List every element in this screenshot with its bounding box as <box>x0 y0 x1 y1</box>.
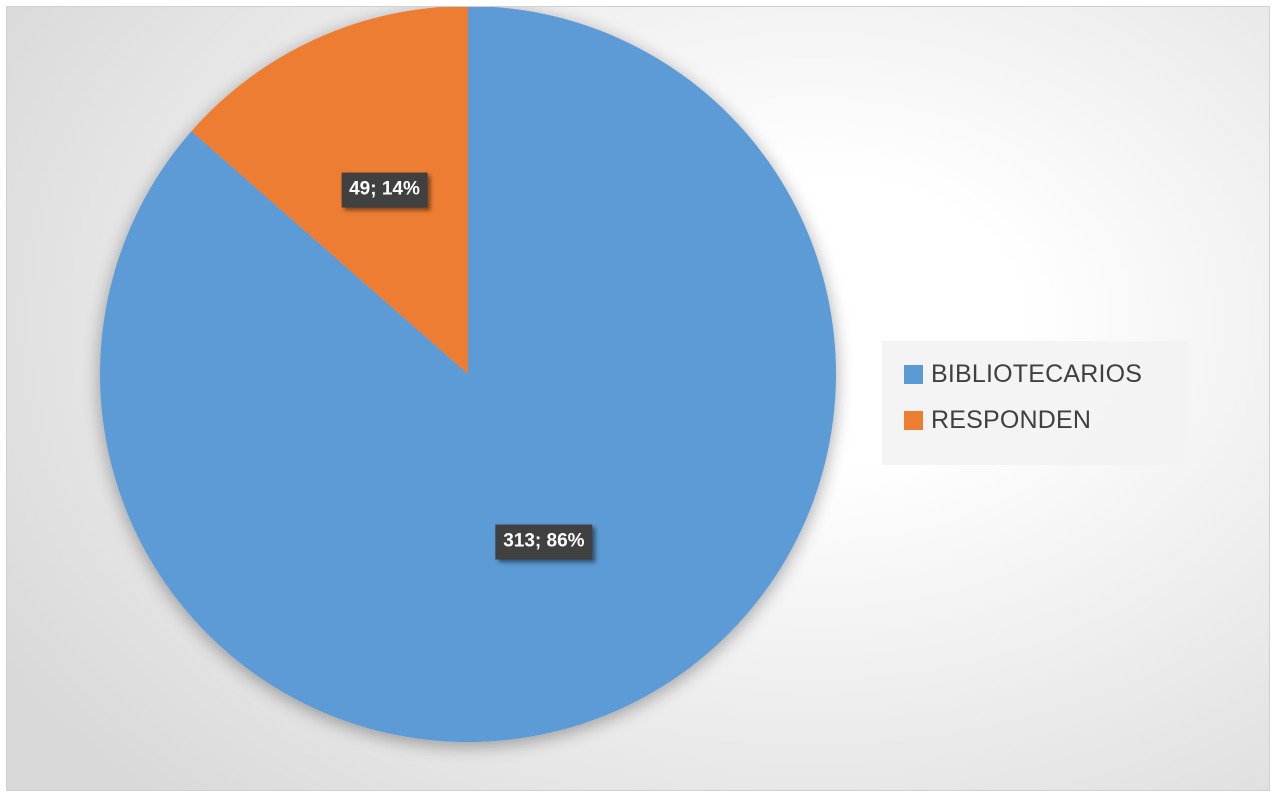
data-label-bibliotecarios: 313; 86% <box>495 524 593 560</box>
pie-slice-responden <box>191 7 468 374</box>
chart-area: 313; 86% 49; 14% BIBLIOTECARIOS RESPONDEN <box>6 6 1270 791</box>
legend-label: RESPONDEN <box>931 405 1092 434</box>
legend-swatch-responden <box>904 410 923 430</box>
legend-item-responden: RESPONDEN <box>904 403 1188 437</box>
legend-label: BIBLIOTECARIOS <box>931 359 1143 388</box>
pie-chart <box>100 7 836 742</box>
legend-swatch-bibliotecarios <box>904 364 923 384</box>
legend: BIBLIOTECARIOS RESPONDEN <box>882 341 1188 465</box>
legend-item-bibliotecarios: BIBLIOTECARIOS <box>904 357 1188 391</box>
data-label-responden: 49; 14% <box>341 172 428 208</box>
pie-slice-bibliotecarios <box>100 7 836 742</box>
